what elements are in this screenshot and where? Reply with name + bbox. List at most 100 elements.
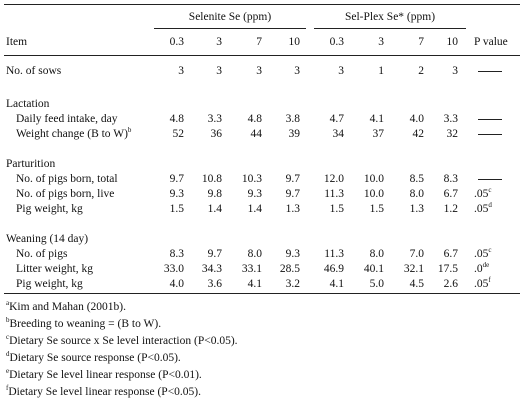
cell-value: 32 (446, 128, 459, 140)
cell-value: 9.7 (207, 248, 222, 260)
p-value-dash (478, 70, 502, 72)
header-level: 3 (378, 36, 384, 48)
cell-value: 28.5 (279, 263, 300, 275)
cell-value: 1.5 (169, 203, 184, 215)
footnote: aKim and Mahan (2001b). (6, 299, 127, 313)
cell-value: 39 (288, 128, 301, 140)
cell-value: 8.0 (369, 248, 384, 260)
p-value (474, 127, 514, 141)
cell-value: 44 (250, 128, 263, 140)
cell-value: 7.0 (409, 248, 424, 260)
cell-value: 9.3 (169, 188, 184, 200)
cell-value: 3.3 (443, 113, 458, 125)
cell-value: 1 (378, 65, 384, 77)
table-row: Pig weight, kg 1.5 1.4 1.4 1.3 1.5 1.5 1.3 1.2 .0… (2, 202, 518, 216)
bottom-rule (4, 293, 520, 294)
header-group-selplex: Sel-Plex Se* (ppm) (344, 11, 436, 23)
cell-value: 3.2 (285, 278, 300, 290)
table-row: No. of sows 3 3 3 3 3 1 2 3 (2, 64, 518, 78)
cell-value: 1.5 (369, 203, 384, 215)
p-value (474, 64, 514, 78)
row-label: Weight change (B to W)b (16, 126, 132, 140)
cell-value: 9.7 (285, 188, 300, 200)
cell-value: 9.7 (285, 173, 300, 185)
cell-value: 4.7 (329, 113, 344, 125)
cell-value: 4.1 (329, 278, 344, 290)
p-value-dash (478, 133, 502, 135)
cell-value: 6.7 (443, 248, 458, 260)
p-value (474, 172, 514, 186)
header-level: 7 (418, 36, 424, 48)
cell-value: 10.0 (363, 188, 384, 200)
p-value: .05f (474, 276, 491, 290)
cell-value: 1.4 (207, 203, 222, 215)
table-row: No. of pigs born, total 9.7 10.8 10.3 9.7 12.… (2, 172, 518, 186)
row-label: No. of sows (6, 65, 62, 77)
row-label: No. of pigs born, live (16, 188, 115, 200)
header-pvalue: P value (474, 36, 508, 48)
row-label: Litter weight, kg (16, 263, 93, 275)
cell-value: 12.0 (323, 173, 344, 185)
cell-value: 8.3 (443, 173, 458, 185)
row-label: No. of pigs (16, 248, 68, 260)
cell-value: 17.5 (437, 263, 458, 275)
cell-value: 1.5 (329, 203, 344, 215)
group-rule-selenite (154, 28, 306, 29)
cell-value: 2 (418, 65, 424, 77)
group-rule-selplex (314, 28, 466, 29)
cell-value: 3.8 (285, 113, 300, 125)
cell-value: 3.6 (207, 278, 222, 290)
p-value: .05c (474, 246, 492, 260)
cell-value: 33.1 (241, 263, 262, 275)
cell-value: 4.0 (169, 278, 184, 290)
footnote: dDietary Se source response (P<0.05). (6, 350, 181, 364)
cell-value: 6.7 (443, 188, 458, 200)
cell-value: 8.3 (169, 248, 184, 260)
cell-value: 4.0 (409, 113, 424, 125)
cell-value: 10.3 (241, 173, 262, 185)
cell-value: 42 (412, 128, 425, 140)
p-value: .05c (474, 186, 492, 200)
header-level: 0.3 (329, 36, 344, 48)
header-row: Item 0.3 3 7 10 0.3 3 7 10 P value (2, 35, 518, 49)
cell-value: 2.6 (443, 278, 458, 290)
cell-value: 33.0 (163, 263, 184, 275)
p-value (474, 112, 514, 126)
table-row: Pig weight, kg 4.0 3.6 4.1 3.2 4.1 5.0 4.5 2.6 .0… (2, 277, 518, 291)
cell-value: 11.3 (324, 188, 344, 200)
header-level: 0.3 (169, 36, 184, 48)
cell-value: 1.3 (409, 203, 424, 215)
footnote: fDietary Se level linear response (P<0.0… (6, 384, 202, 398)
cell-value: 40.1 (363, 263, 384, 275)
header-level: 10 (288, 36, 301, 48)
cell-value: 3 (294, 65, 300, 77)
cell-value: 1.2 (443, 203, 458, 215)
section-heading: Parturition (2, 157, 518, 171)
row-label: Pig weight, kg (16, 203, 83, 215)
cell-value: 46.9 (323, 263, 344, 275)
cell-value: 3 (338, 65, 344, 77)
cell-value: 1.3 (285, 203, 300, 215)
header-item: Item (6, 36, 28, 48)
cell-value: 9.7 (169, 173, 184, 185)
table-row: Litter weight, kg 33.0 34.3 33.1 28.5 46.9 40.… (2, 262, 518, 276)
cell-value: 9.3 (247, 188, 262, 200)
section-heading: Weaning (14 day) (2, 232, 518, 246)
footnote: cDietary Se source x Se level interactio… (6, 333, 238, 347)
table-row: Weight change (B to W)b 52 36 44 39 34 37 42 32 (2, 127, 518, 141)
cell-value: 32.1 (403, 263, 424, 275)
header-level: 7 (256, 36, 262, 48)
header-level: 10 (446, 36, 459, 48)
cell-value: 8.0 (409, 188, 424, 200)
cell-value: 9.8 (207, 188, 222, 200)
p-value-dash (478, 118, 502, 120)
cell-value: 52 (172, 128, 185, 140)
cell-value: 5.0 (369, 278, 384, 290)
cell-value: 8.0 (247, 248, 262, 260)
cell-value: 34.3 (201, 263, 222, 275)
cell-value: 10.8 (201, 173, 222, 185)
table-row: No. of pigs born, live 9.3 9.8 9.3 9.7 11.3 10… (2, 187, 518, 201)
row-label: Lactation (6, 98, 50, 110)
top-rule (4, 4, 520, 5)
footnote: bBreeding to weaning = (B to W). (6, 316, 162, 330)
